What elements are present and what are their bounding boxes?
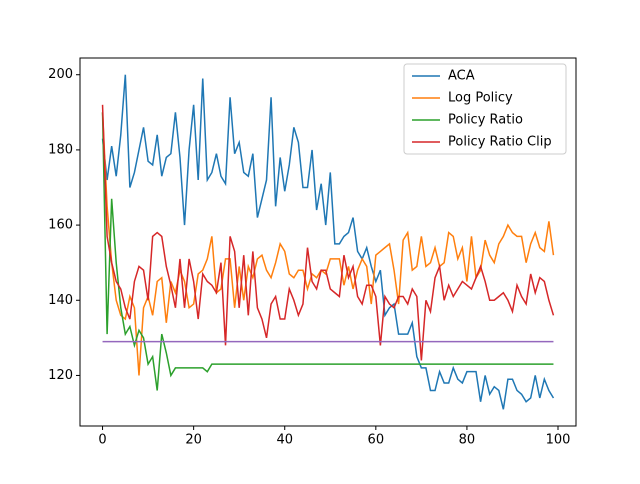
y-tick-label: 140 — [48, 293, 73, 308]
x-tick-label: 40 — [276, 433, 293, 448]
legend-label: Policy Ratio — [448, 113, 523, 128]
series-line — [101, 104, 555, 361]
x-tick-label: 60 — [368, 433, 385, 448]
y-tick-label: 160 — [48, 218, 73, 233]
x-tick-label: 20 — [185, 433, 202, 448]
x-tick-label: 100 — [546, 433, 571, 448]
legend-label: ACA — [448, 69, 475, 84]
y-tick-label: 120 — [48, 368, 73, 383]
y-tick-label: 200 — [48, 67, 73, 82]
legend-label: Log Policy — [448, 91, 513, 106]
series-line — [101, 74, 555, 410]
plot-frame — [79, 57, 577, 427]
x-tick-label: 80 — [459, 433, 476, 448]
legend-label: Policy Ratio Clip — [448, 135, 552, 150]
legend-box — [403, 63, 567, 155]
series-line — [101, 112, 554, 391]
x-tick-label: 0 — [98, 433, 106, 448]
y-tick-label: 180 — [48, 142, 73, 157]
